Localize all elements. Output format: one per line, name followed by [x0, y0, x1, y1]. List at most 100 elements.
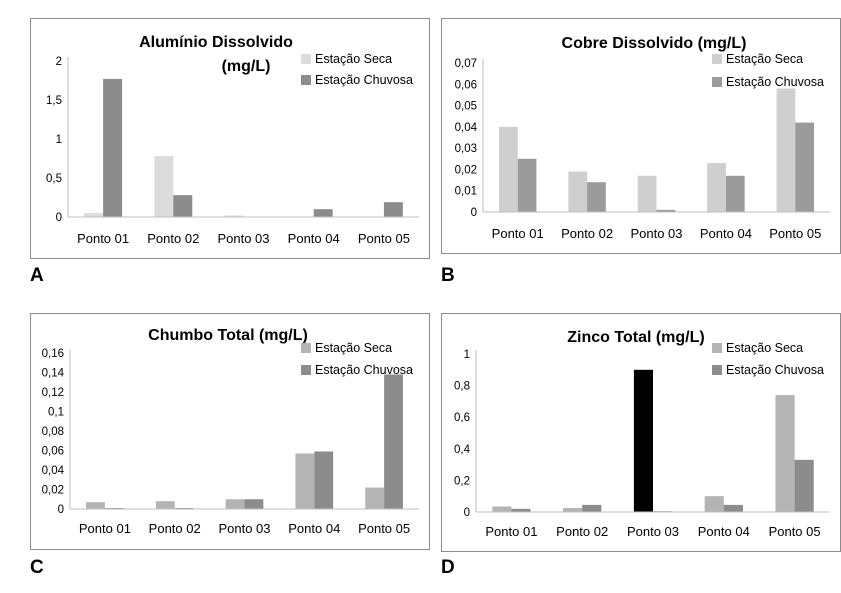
chart-title: Alumínio Dissolvido: [139, 34, 293, 51]
chart-title-line2: (mg/L): [222, 58, 271, 75]
bar-seca-5: [365, 487, 385, 509]
bar-seca-1: [84, 213, 104, 217]
bar-chuvosa-4: [725, 175, 745, 212]
panel-label-b: B: [441, 265, 455, 286]
bar-chuvosa-3: [656, 209, 676, 212]
chart-panel-aluminio: 0 0,5 1 1,5 2 Ponto 01 Ponto 02 Ponto 03 Ponto 0…: [30, 18, 430, 259]
bar-seca-1: [492, 506, 512, 512]
legend-swatch: [712, 77, 722, 87]
x-tick-label: Ponto 02: [147, 231, 199, 246]
y-tick-label: 0,04: [455, 122, 478, 134]
bar-seca-2: [563, 508, 583, 512]
legend-swatch: [301, 75, 311, 85]
bar-seca-3: [225, 499, 245, 509]
x-tick-label: Ponto 04: [700, 226, 752, 241]
bar-seca-5: [775, 395, 795, 512]
y-tick-label: 0,14: [42, 368, 65, 380]
bar-seca-4: [704, 496, 724, 512]
legend-label: Estação Chuvosa: [726, 363, 824, 377]
bar-chuvosa-1: [517, 158, 537, 212]
chart-chumbo: 0 0,02 0,04 0,06 0,08 0,1 0,12 0,14 0,16 Ponto 01…: [42, 327, 419, 536]
legend-swatch: [301, 343, 311, 353]
bar-chuvosa-2: [582, 504, 602, 512]
bar-seca-1: [86, 502, 105, 509]
x-tick-label: Ponto 03: [627, 524, 679, 539]
y-tick-label: 0,02: [455, 164, 477, 176]
x-tick-label: Ponto 03: [217, 231, 269, 246]
bar-seca-3: [633, 369, 653, 512]
chart-panel-cobre: 0 0,01 0,02 0,03 0,04 0,05 0,06 0,07 Ponto 01 Pon…: [441, 18, 841, 254]
bar-seca-2: [155, 501, 175, 509]
y-tick-label: 0,01: [455, 186, 477, 198]
panel-label-a: A: [30, 265, 44, 286]
legend-label: Estação Seca: [315, 52, 392, 66]
bar-seca-3: [224, 215, 244, 217]
legend-swatch: [301, 54, 311, 64]
y-tick-label: 0,02: [42, 485, 64, 497]
x-tick-label: Ponto 04: [288, 521, 340, 536]
bar-chuvosa-4: [313, 209, 333, 217]
bar-chuvosa-2: [173, 195, 193, 217]
chart-panel-chumbo: 0 0,02 0,04 0,06 0,08 0,1 0,12 0,14 0,16 Ponto 01…: [30, 313, 430, 550]
panel-label-c: C: [30, 557, 44, 578]
panel-label-d: D: [441, 557, 455, 578]
y-tick-label: 0: [471, 207, 477, 219]
x-tick-label: Ponto 04: [698, 524, 750, 539]
legend-label: Estação Seca: [726, 52, 803, 66]
x-tick-label: Ponto 04: [288, 231, 340, 246]
bar-seca-1: [498, 126, 518, 212]
bar-chuvosa-3: [244, 499, 264, 509]
bar-seca-5: [776, 88, 796, 212]
bar-seca-3: [637, 175, 657, 212]
bar-seca-4: [295, 453, 315, 509]
x-tick-label: Ponto 02: [561, 226, 613, 241]
y-tick-label: 2: [56, 56, 62, 68]
chart-title: Chumbo Total (mg/L): [148, 327, 308, 344]
y-tick-label: 0,1: [48, 407, 64, 419]
legend-swatch: [712, 365, 722, 375]
chart-zinco: 0 0,2 0,4 0,6 0,8 1 Ponto 01 Ponto 02 Ponto 03 Po…: [454, 329, 830, 539]
x-tick-label: Ponto 01: [79, 521, 131, 536]
y-tick-label: 0,12: [42, 387, 64, 399]
y-tick-label: 0,05: [455, 101, 477, 113]
bar-chuvosa-1: [511, 508, 531, 512]
x-tick-label: Ponto 01: [492, 226, 544, 241]
bar-chuvosa-4: [314, 451, 334, 509]
chart-aluminio: 0 0,5 1 1,5 2 Ponto 01 Ponto 02 Ponto 03 Ponto 0…: [46, 34, 419, 246]
y-tick-label: 1,5: [46, 95, 62, 107]
y-tick-label: 0,2: [454, 475, 470, 487]
bar-seca-4: [707, 163, 726, 212]
bar-chuvosa-5: [795, 122, 815, 212]
legend-label: Estação Seca: [315, 341, 392, 355]
y-tick-label: 1: [56, 134, 62, 146]
y-tick-label: 0,5: [46, 173, 62, 185]
legend-swatch: [301, 365, 311, 375]
chart-title: Cobre Dissolvido (mg/L): [562, 35, 747, 52]
bar-chuvosa-4: [723, 504, 743, 512]
x-tick-label: Ponto 02: [556, 524, 608, 539]
bar-chuvosa-1: [103, 78, 123, 217]
bar-chuvosa-2: [587, 182, 606, 212]
legend-label: Estação Chuvosa: [726, 75, 824, 89]
legend-swatch: [712, 343, 722, 353]
x-tick-label: Ponto 02: [149, 521, 201, 536]
x-tick-label: Ponto 03: [218, 521, 270, 536]
bar-chuvosa-5: [794, 459, 814, 512]
x-tick-label: Ponto 03: [630, 226, 682, 241]
y-tick-label: 0,06: [42, 446, 64, 458]
y-tick-label: 0,6: [454, 412, 470, 424]
x-tick-label: Ponto 05: [358, 231, 410, 246]
x-tick-label: Ponto 05: [358, 521, 410, 536]
y-tick-label: 0,8: [454, 381, 470, 393]
bar-chuvosa-5: [383, 202, 403, 217]
y-tick-label: 0: [58, 504, 64, 516]
y-tick-label: 0,06: [455, 79, 477, 91]
x-tick-label: Ponto 01: [77, 231, 129, 246]
y-tick-label: 0,07: [455, 58, 477, 70]
legend-label: Estação Chuvosa: [315, 363, 413, 377]
y-tick-label: 0,4: [454, 444, 471, 456]
bar-chuvosa-5: [384, 374, 403, 509]
bar-seca-2: [154, 156, 174, 217]
y-tick-label: 0,08: [42, 426, 64, 438]
y-tick-label: 0,16: [42, 348, 64, 360]
